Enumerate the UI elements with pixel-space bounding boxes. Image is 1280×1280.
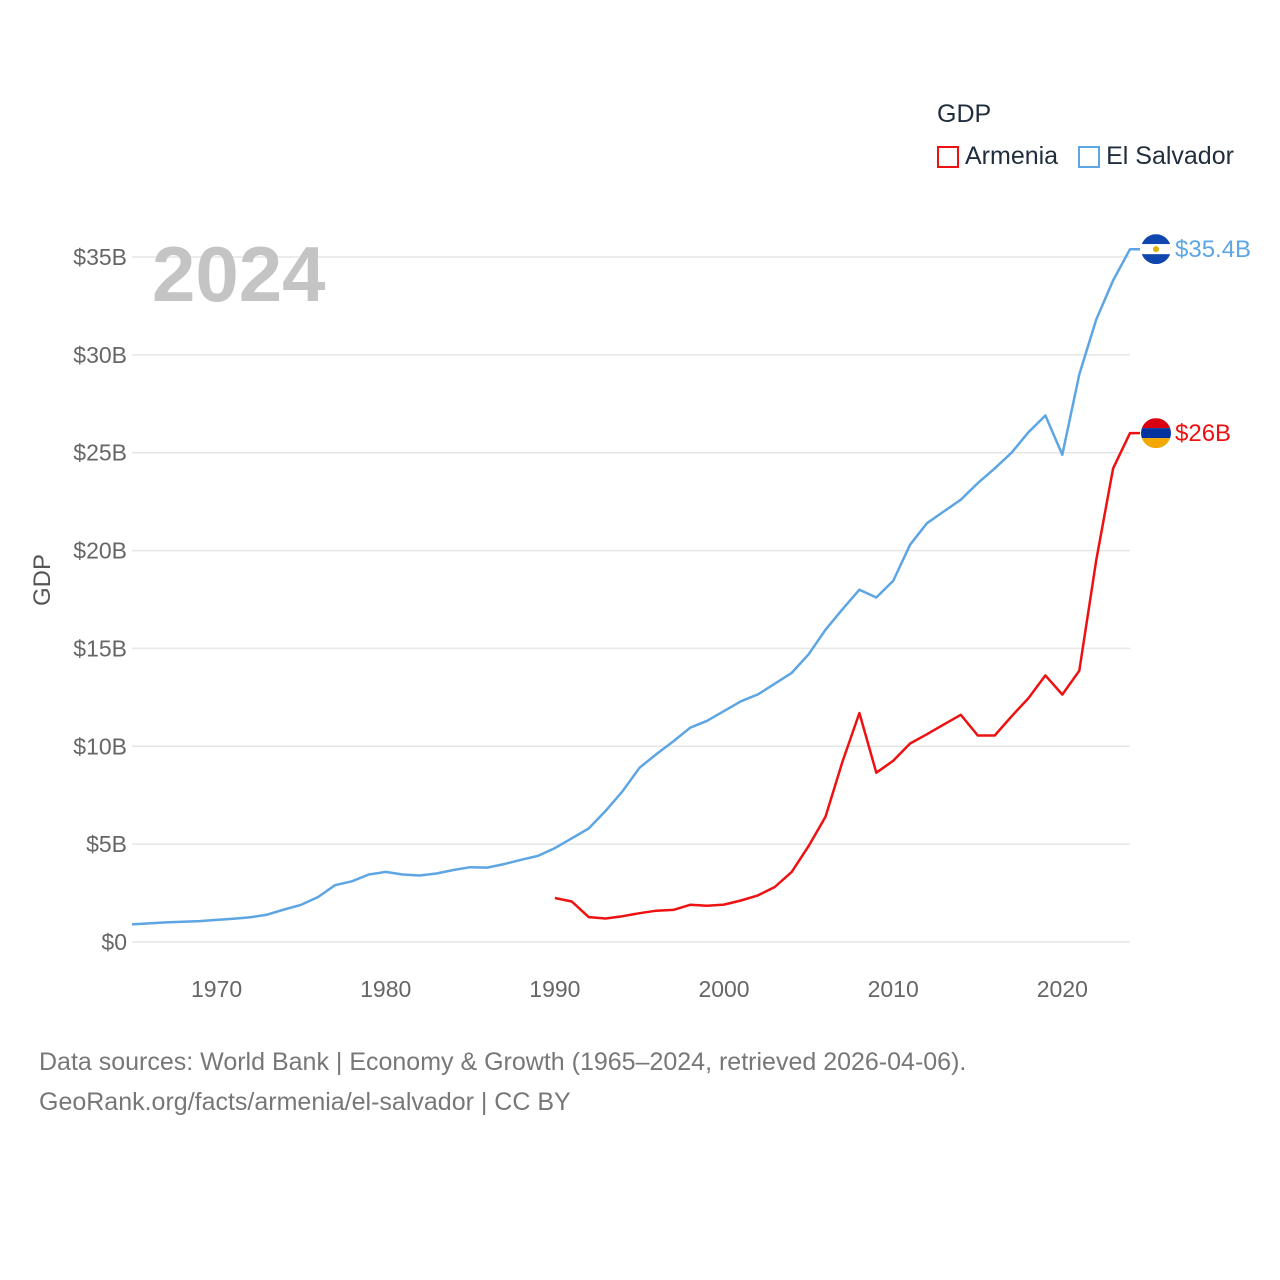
year-label: 2024: [152, 230, 326, 318]
x-axis-ticks: 1970 1980 1990 2000 2010 2020: [191, 976, 1088, 1002]
legend-item-armenia[interactable]: Armenia: [937, 142, 1058, 171]
legend-label-armenia: Armenia: [965, 142, 1059, 170]
source-note: Data sources: World Bank | Economy & Gro…: [39, 1042, 966, 1122]
legend: Armenia El Salvador: [937, 142, 1234, 171]
x-tick-label-1990: 1990: [529, 976, 580, 1002]
y-tick-label-3: $15B: [73, 635, 127, 661]
end-value-label-el-salvador: $35.4B: [1175, 236, 1251, 263]
legend-title: GDP: [937, 100, 992, 128]
legend-swatch-el-salvador: [1078, 145, 1101, 168]
source-line-1: Data sources: World Bank | Economy & Gro…: [39, 1048, 967, 1076]
x-tick-label-1980: 1980: [360, 976, 411, 1002]
y-tick-label-6: $30B: [73, 342, 127, 368]
y-axis-label: GDP: [29, 554, 56, 606]
y-tick-label-5: $25B: [73, 440, 127, 466]
series-end-markers: $35.4B $26B: [1141, 234, 1251, 449]
x-tick-label-1970: 1970: [191, 976, 242, 1002]
y-tick-label-1: $5B: [86, 831, 127, 857]
y-tick-label-7: $35B: [73, 244, 127, 270]
legend-label-el-salvador: El Salvador: [1106, 142, 1234, 170]
grid-lines: [132, 256, 1130, 943]
y-tick-label-4: $20B: [73, 538, 127, 564]
y-axis-ticks: $0 $5B $10B $15B $20B $25B $30B $35B: [73, 244, 127, 955]
source-line-2: GeoRank.org/facts/armenia/el-salvador | …: [39, 1088, 571, 1116]
flag-icon-armenia: [1141, 418, 1171, 449]
gdp-line-chart: $0$5B$10B$15B$20B$25B$30B$35B 1970 1980 19…: [29, 230, 1251, 1002]
legend-item-el-salvador[interactable]: El Salvador: [1078, 142, 1234, 171]
series-lines: [131, 247, 1140, 926]
series-line-armenia: [554, 431, 1140, 920]
x-tick-label-2020: 2020: [1037, 976, 1088, 1002]
y-tick-label-0: $0: [101, 929, 127, 955]
x-tick-label-2010: 2010: [868, 976, 919, 1002]
series-line-el-salvador: [131, 247, 1140, 926]
y-tick-label-2: $10B: [73, 733, 127, 759]
x-tick-label-2000: 2000: [698, 976, 749, 1002]
legend-swatch-armenia: [937, 145, 959, 168]
end-value-label-armenia: $26B: [1175, 420, 1231, 447]
flag-icon-el-salvador: [1141, 234, 1171, 265]
